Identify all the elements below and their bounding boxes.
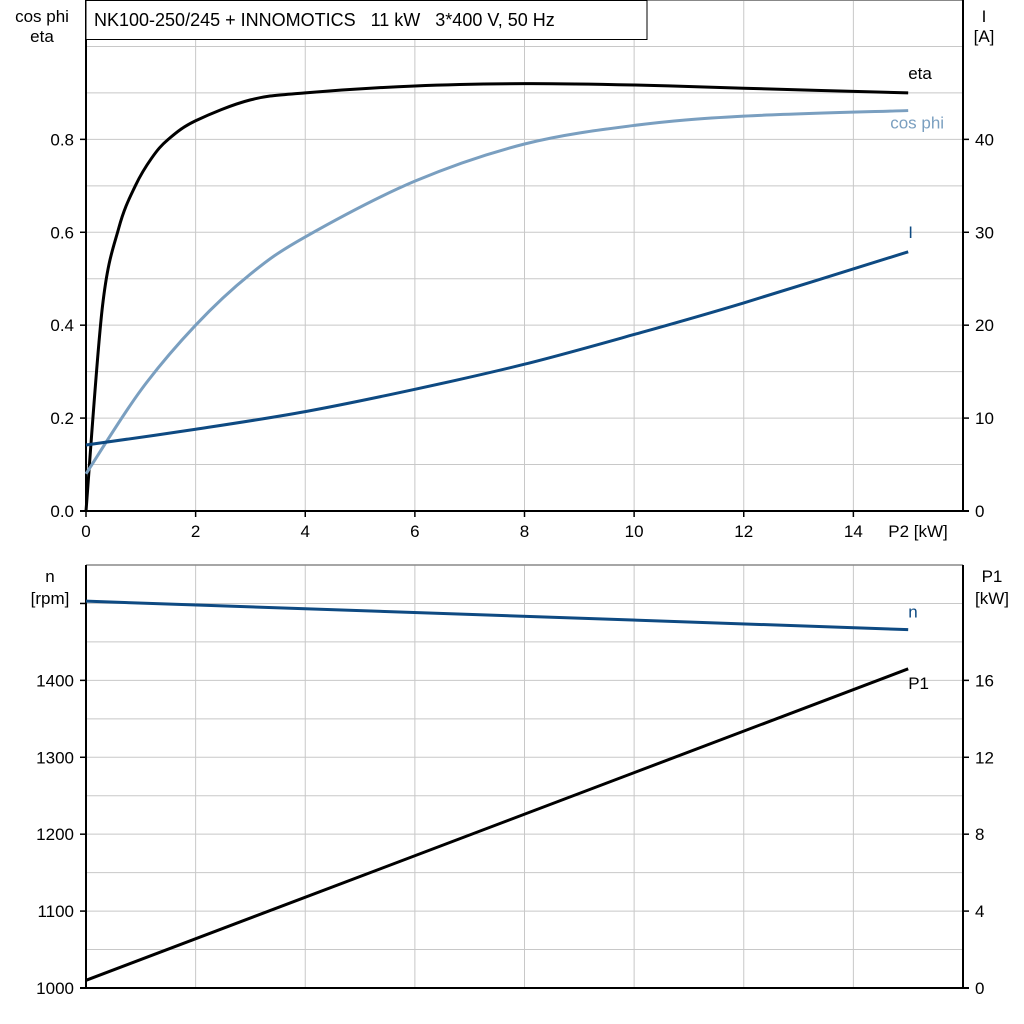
y-axis-label-right: P1 (982, 567, 1003, 586)
y-tick-label-left: 0.0 (50, 502, 74, 521)
x-tick-label: 2 (191, 522, 200, 541)
series-line-cos-phi (84, 109, 909, 475)
y-axis-label-right: [A] (974, 27, 995, 46)
series-line-p1 (85, 667, 909, 982)
chart-title: NK100-250/245 + INNOMOTICS 11 kW 3*400 V… (94, 10, 555, 30)
y-tick-label-left: 1100 (37, 902, 74, 921)
title-box (85, 0, 648, 40)
y-tick-label-left: 0.4 (50, 316, 74, 335)
y-axis-label-left: eta (30, 27, 54, 46)
y-tick-label-left: 1200 (36, 825, 74, 844)
y-axis-label-right: I (982, 7, 987, 26)
y-tick-label-left: 1000 (36, 979, 74, 998)
y-tick-label-right: 12 (975, 748, 994, 767)
x-tick-label: 12 (734, 522, 753, 541)
y-tick-label-right: 0 (975, 502, 984, 521)
y-tick-label-right: 40 (975, 130, 994, 149)
y-axis-label-left: n (45, 567, 54, 586)
y-tick-label-right: 20 (975, 316, 994, 335)
series-label: P1 (908, 674, 929, 693)
x-tick-label: 0 (81, 522, 90, 541)
series-line-n (85, 599, 909, 632)
y-tick-label-right: 4 (975, 902, 984, 921)
series-label: cos phi (890, 114, 944, 133)
series-label: eta (908, 64, 932, 83)
y-tick-label-left: 0.8 (50, 130, 74, 149)
y-tick-label-right: 30 (975, 223, 994, 242)
y-tick-label-right: 10 (975, 409, 994, 428)
series-line-i (85, 250, 909, 447)
y-axis-label-right: [kW] (975, 589, 1009, 608)
x-tick-label: 4 (301, 522, 310, 541)
y-tick-label-left: 0.2 (50, 409, 74, 428)
x-tick-label: 10 (625, 522, 644, 541)
y-tick-label-left: 1400 (36, 671, 74, 690)
x-tick-label: 8 (520, 522, 529, 541)
series-line-eta (84, 82, 909, 512)
x-axis-label: P2 [kW] (888, 522, 948, 541)
y-axis-label-left: cos phi (15, 7, 69, 26)
y-tick-label-right: 0 (975, 979, 984, 998)
x-tick-label: 14 (844, 522, 863, 541)
y-tick-label-right: 16 (975, 671, 994, 690)
y-tick-label-right: 8 (975, 825, 984, 844)
y-tick-label-left: 1300 (36, 748, 74, 767)
x-tick-label: 6 (410, 522, 419, 541)
series-label: I (908, 223, 913, 242)
y-axis-label-left: [rpm] (31, 589, 70, 608)
y-tick-label-left: 0.6 (50, 223, 74, 242)
series-label: n (908, 603, 917, 622)
